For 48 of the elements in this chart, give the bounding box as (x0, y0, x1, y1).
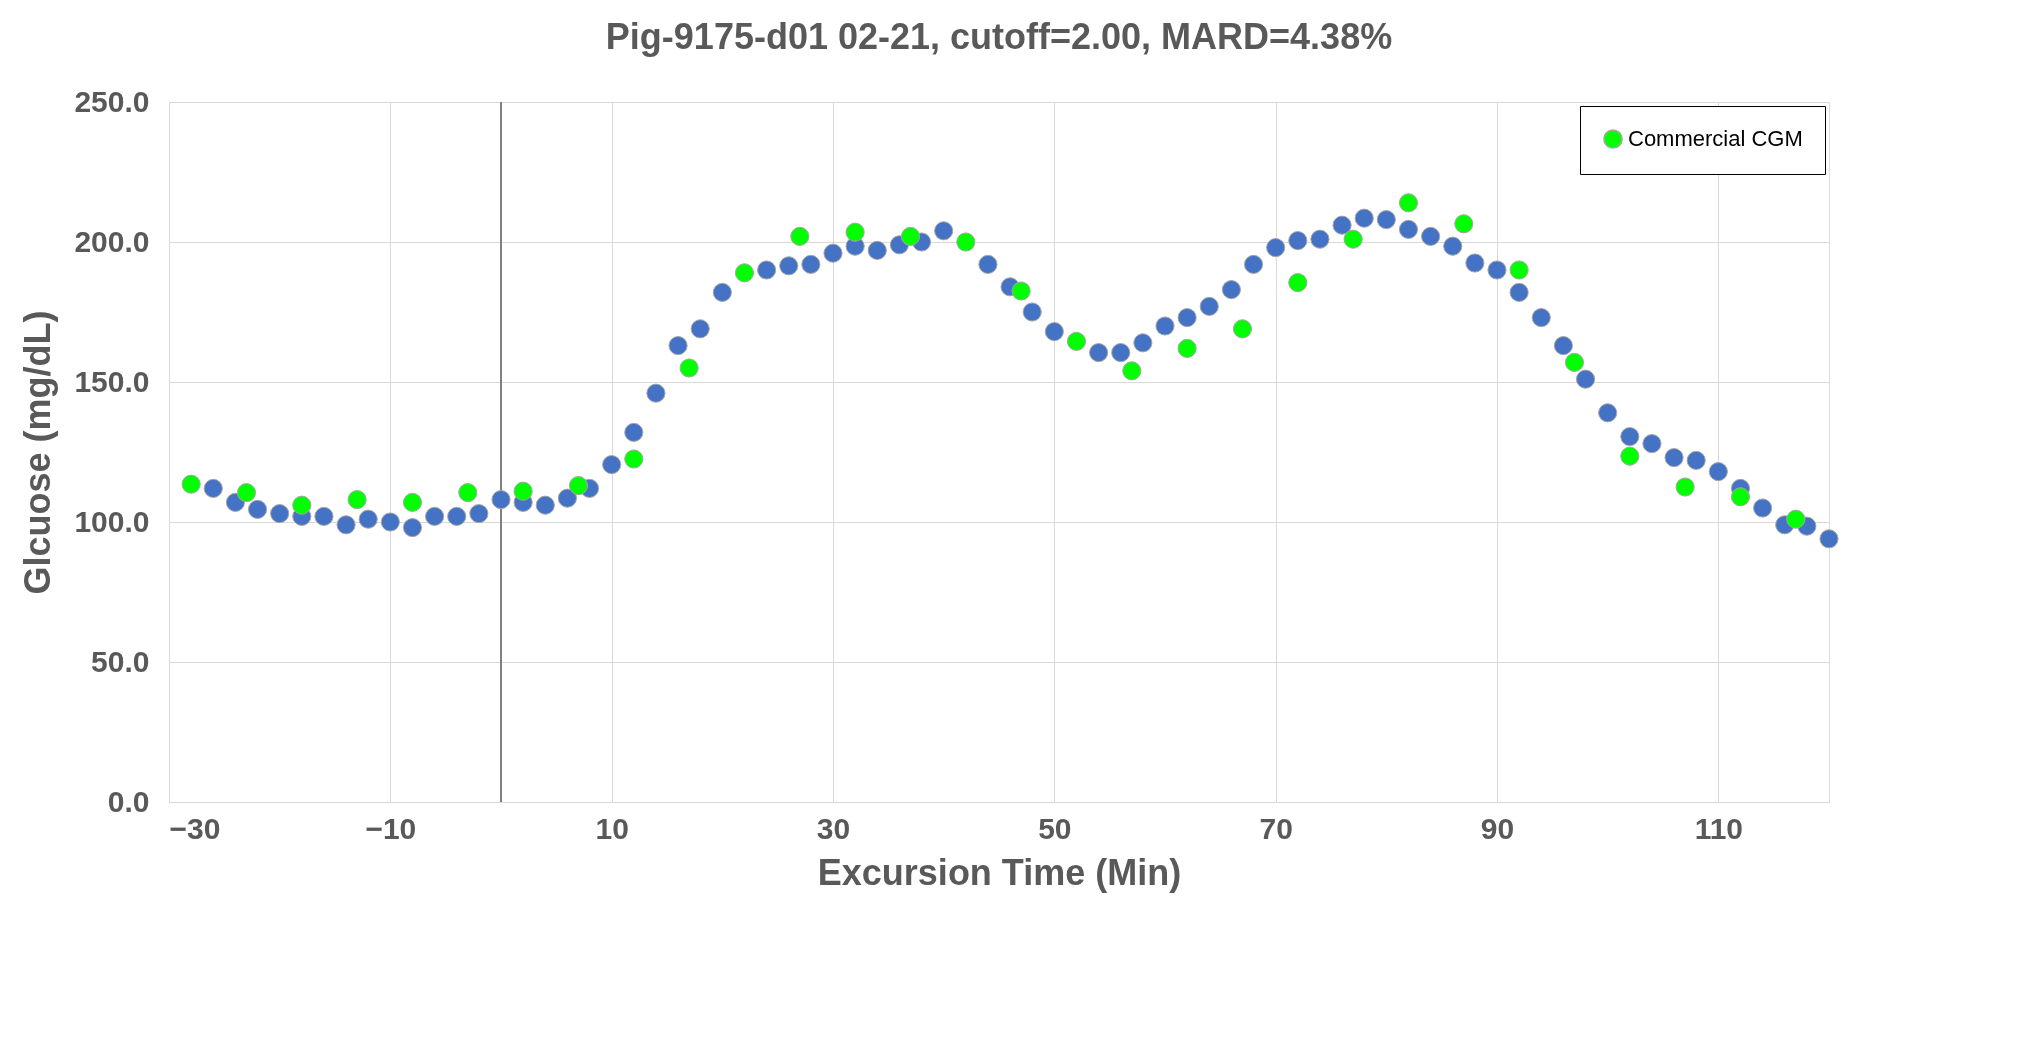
y-tick-label: 200.0 (74, 224, 150, 258)
x-tick-label: 110 (1694, 811, 1744, 845)
point (236, 483, 257, 503)
point (845, 222, 865, 242)
point (1786, 509, 1806, 529)
point (679, 358, 699, 378)
x-tick-label: 50 (1038, 811, 1072, 845)
y-tick-label: 150.0 (74, 364, 150, 398)
x-tick-label: 90 (1480, 811, 1515, 845)
point (1232, 319, 1253, 339)
x-tick-label: −10 (365, 811, 417, 845)
point (292, 495, 312, 515)
point (1454, 214, 1474, 234)
y-axis-title: Glcuose (mg/dL) (17, 310, 59, 595)
point (1398, 193, 1419, 213)
x-axis-title: Excursion Time (Min) (817, 851, 1182, 893)
y-tick-label: 0.0 (107, 784, 150, 818)
point (790, 226, 810, 246)
point (624, 449, 644, 469)
point (1122, 361, 1142, 381)
point (181, 474, 201, 494)
point (1730, 487, 1751, 507)
x-tick-label: 10 (595, 811, 629, 845)
x-tick-label: 30 (816, 811, 851, 845)
legend-label: Commercial CGM (1628, 126, 1803, 151)
point (956, 232, 976, 252)
chart-title: Pig-9175-d01 02-21, cutoff=2.00, MARD=4.38% (605, 16, 1393, 57)
y-tick-label: 50.0 (91, 644, 150, 678)
point (1509, 260, 1529, 280)
point (347, 490, 367, 510)
point (1343, 229, 1363, 249)
point (1066, 331, 1087, 351)
point (1620, 446, 1640, 466)
point (1675, 477, 1695, 497)
y-tick-label: 250.0 (74, 84, 150, 118)
point (1288, 273, 1308, 293)
point (402, 492, 423, 512)
point (1564, 352, 1585, 372)
point (900, 226, 921, 246)
point (1177, 338, 1197, 358)
y-tick-label: 100.0 (74, 504, 150, 538)
point (734, 263, 755, 283)
point (1011, 281, 1031, 301)
point (568, 476, 589, 496)
x-tick-label: 70 (1259, 811, 1293, 845)
x-tick-label: −30 (169, 811, 221, 845)
point (458, 483, 478, 503)
point (513, 481, 533, 501)
